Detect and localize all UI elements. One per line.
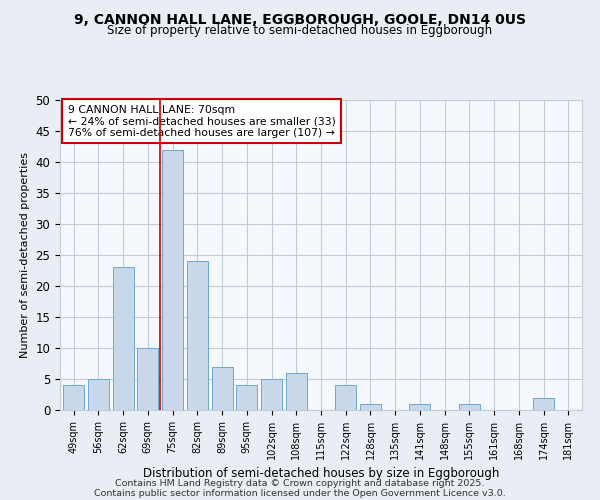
Bar [335, 385, 356, 410]
Text: Contains public sector information licensed under the Open Government Licence v3: Contains public sector information licen… [94, 488, 506, 498]
Bar [409, 404, 430, 410]
Y-axis label: Number of semi-detached properties: Number of semi-detached properties [20, 152, 30, 358]
Bar [162, 150, 183, 410]
Bar [63, 385, 84, 410]
X-axis label: Distribution of semi-detached houses by size in Eggborough: Distribution of semi-detached houses by … [143, 468, 499, 480]
Text: Size of property relative to semi-detached houses in Eggborough: Size of property relative to semi-detach… [107, 24, 493, 37]
Bar [137, 348, 158, 410]
Text: 9 CANNON HALL LANE: 70sqm
← 24% of semi-detached houses are smaller (33)
76% of : 9 CANNON HALL LANE: 70sqm ← 24% of semi-… [68, 104, 336, 138]
Bar [360, 404, 381, 410]
Bar [187, 261, 208, 410]
Bar [88, 379, 109, 410]
Bar [459, 404, 480, 410]
Bar [113, 268, 134, 410]
Bar [212, 366, 233, 410]
Bar [533, 398, 554, 410]
Text: 9, CANNON HALL LANE, EGGBOROUGH, GOOLE, DN14 0US: 9, CANNON HALL LANE, EGGBOROUGH, GOOLE, … [74, 12, 526, 26]
Bar [236, 385, 257, 410]
Bar [286, 373, 307, 410]
Bar [261, 379, 282, 410]
Text: Contains HM Land Registry data © Crown copyright and database right 2025.: Contains HM Land Registry data © Crown c… [115, 478, 485, 488]
